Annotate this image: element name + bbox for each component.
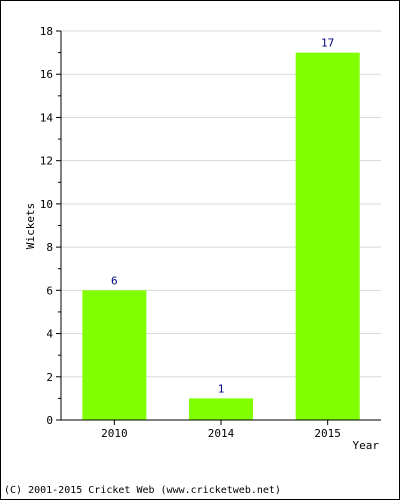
y-tick-label: 0 [46,414,53,427]
bars: 6 1 17 [82,37,360,420]
y-tick-label: 10 [40,198,53,211]
y-tick-label: 12 [40,155,53,168]
bar-2014 [189,398,253,420]
y-tick-label: 8 [46,241,53,254]
y-tick-label: 2 [46,371,53,384]
bar-value-label: 6 [111,274,118,287]
y-axis-label: Wickets [24,203,37,249]
bar-value-label: 1 [218,382,225,395]
y-tick-label: 6 [46,284,53,297]
copyright-footer: (C) 2001-2015 Cricket Web (www.cricketwe… [4,485,281,496]
x-tick-label: 2010 [101,427,128,440]
y-tick-label: 4 [46,328,53,341]
y-tick-label: 18 [40,25,53,38]
y-tick-label: 16 [40,68,53,81]
bar-2015 [295,52,360,420]
x-tick-label: 2015 [314,427,341,440]
y-tick-label: 14 [40,111,54,124]
bar-2010 [82,290,147,420]
x-tick-label: 2014 [208,427,235,440]
bar-value-label: 17 [321,37,334,50]
x-axis-label: Year [353,439,380,452]
